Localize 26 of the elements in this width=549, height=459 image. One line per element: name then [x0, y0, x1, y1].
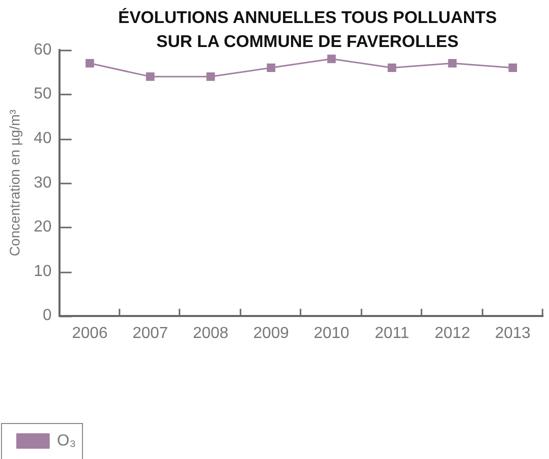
y-tick-label: 40: [34, 130, 52, 148]
point: [327, 54, 336, 64]
point: [508, 63, 518, 72]
x-tick-label: 2012: [434, 324, 470, 342]
x-tick-label: 2009: [253, 324, 289, 342]
point: [86, 59, 94, 68]
point: [448, 59, 457, 68]
y-tick-label: 10: [34, 262, 52, 280]
x-tick-label: 2010: [314, 324, 350, 342]
x-tick-label: 2006: [72, 324, 108, 342]
point: [388, 63, 396, 72]
legend-label: O₃: [57, 432, 76, 450]
y-axis-title: Concentration en µg/m³: [6, 109, 22, 256]
point: [266, 63, 276, 72]
y-tick-label: 60: [34, 41, 52, 58]
y-tick-label: 0: [42, 307, 52, 324]
chart-title: ÉVOLUTIONS ANNUELLES TOUS POLLUANTS SUR LA COMMUNE DE FAVEROLLES: [117, 7, 498, 53]
y-tick-label: 20: [34, 218, 52, 236]
x-tick-label: 2011: [374, 324, 410, 342]
point: [206, 72, 215, 81]
y-tick-label: 50: [34, 86, 52, 103]
x-tick-label: 2008: [192, 324, 229, 342]
y-tick-label: 30: [34, 174, 52, 192]
x-tick-label: 2013: [494, 324, 531, 342]
x-tick-label: 2007: [132, 324, 168, 342]
point: [146, 72, 154, 81]
